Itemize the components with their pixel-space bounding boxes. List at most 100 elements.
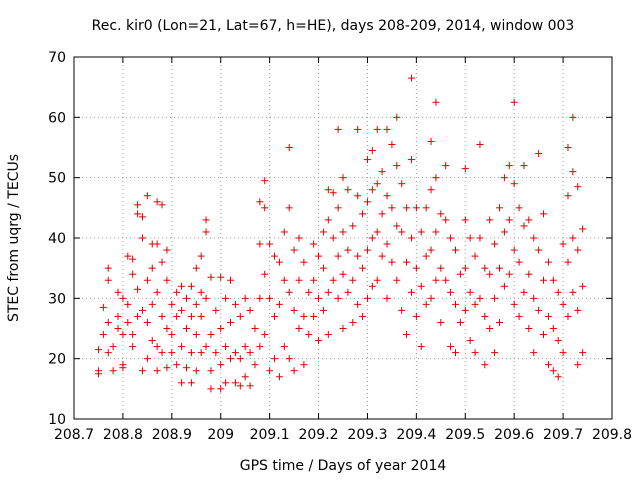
data-point <box>290 306 298 314</box>
x-tick-label: 209.4 <box>396 427 436 443</box>
data-point <box>295 234 303 242</box>
data-point <box>197 312 205 320</box>
data-point <box>163 364 171 372</box>
data-point <box>143 318 151 326</box>
data-point <box>407 288 415 296</box>
data-point <box>564 312 572 320</box>
data-point <box>202 294 210 302</box>
data-point <box>129 331 137 339</box>
data-point <box>271 355 279 363</box>
data-point <box>217 273 225 281</box>
x-tick-label: 209.2 <box>298 427 338 443</box>
data-point <box>540 331 548 339</box>
data-point <box>363 198 371 206</box>
data-point <box>437 264 445 272</box>
data-point <box>231 349 239 357</box>
data-point <box>417 282 425 290</box>
data-point <box>363 294 371 302</box>
data-point <box>349 276 357 284</box>
y-tick-label: 70 <box>48 50 66 66</box>
x-tick-label: 209.7 <box>543 427 583 443</box>
data-point <box>310 240 318 248</box>
data-point <box>178 306 186 314</box>
data-point <box>354 252 362 260</box>
data-point <box>456 318 464 326</box>
data-point <box>471 252 479 260</box>
data-point <box>520 222 528 230</box>
data-point <box>496 204 504 212</box>
data-point <box>315 294 323 302</box>
data-point <box>99 331 107 339</box>
data-point <box>266 367 274 375</box>
data-point <box>422 204 430 212</box>
y-axis-label: STEC from uqrg / TECUs <box>6 154 22 322</box>
data-point <box>398 306 406 314</box>
x-tick-label: 209.3 <box>347 427 387 443</box>
data-point <box>168 300 176 308</box>
data-point <box>275 258 283 266</box>
data-point <box>486 270 494 278</box>
data-point <box>349 318 357 326</box>
data-point <box>212 306 220 314</box>
data-point <box>134 201 142 209</box>
data-point <box>481 264 489 272</box>
data-point <box>403 258 411 266</box>
data-point <box>520 288 528 296</box>
data-point <box>94 370 102 378</box>
data-point <box>192 331 200 339</box>
data-point <box>466 234 474 242</box>
data-point <box>280 228 288 236</box>
data-point <box>461 165 469 173</box>
data-point <box>285 288 293 296</box>
data-point <box>324 186 332 194</box>
data-point <box>300 361 308 369</box>
data-point <box>354 125 362 133</box>
data-point <box>261 331 269 339</box>
data-point <box>143 355 151 363</box>
data-point <box>261 270 269 278</box>
data-point <box>510 300 518 308</box>
data-point <box>447 234 455 242</box>
data-point <box>373 276 381 284</box>
data-point <box>285 204 293 212</box>
data-point <box>530 234 538 242</box>
data-point <box>407 74 415 82</box>
data-point <box>427 294 435 302</box>
data-point <box>476 140 484 148</box>
data-point <box>461 264 469 272</box>
data-point <box>324 288 332 296</box>
data-point <box>241 343 249 351</box>
data-point <box>192 264 200 272</box>
data-point <box>148 300 156 308</box>
data-point <box>285 355 293 363</box>
data-point <box>266 294 274 302</box>
data-point <box>192 300 200 308</box>
data-point <box>227 355 235 363</box>
data-point <box>505 216 513 224</box>
data-point <box>129 270 137 278</box>
data-point <box>398 180 406 188</box>
data-point <box>393 222 401 230</box>
data-point <box>236 382 244 390</box>
data-point <box>373 180 381 188</box>
data-point <box>437 210 445 218</box>
data-point <box>481 361 489 369</box>
data-point <box>119 364 127 372</box>
x-tick-label: 208.8 <box>103 427 143 443</box>
x-tick-label: 209.1 <box>250 427 290 443</box>
data-point <box>383 240 391 248</box>
data-point <box>500 228 508 236</box>
data-point <box>363 156 371 164</box>
data-point <box>197 349 205 357</box>
data-point <box>496 318 504 326</box>
data-point <box>510 98 518 106</box>
data-point <box>158 312 166 320</box>
x-tick-label: 209.5 <box>445 427 485 443</box>
data-point <box>334 204 342 212</box>
data-point <box>246 306 254 314</box>
data-point <box>319 306 327 314</box>
data-point <box>285 144 293 151</box>
data-point <box>481 312 489 320</box>
data-point <box>549 276 557 284</box>
data-point <box>153 288 161 296</box>
